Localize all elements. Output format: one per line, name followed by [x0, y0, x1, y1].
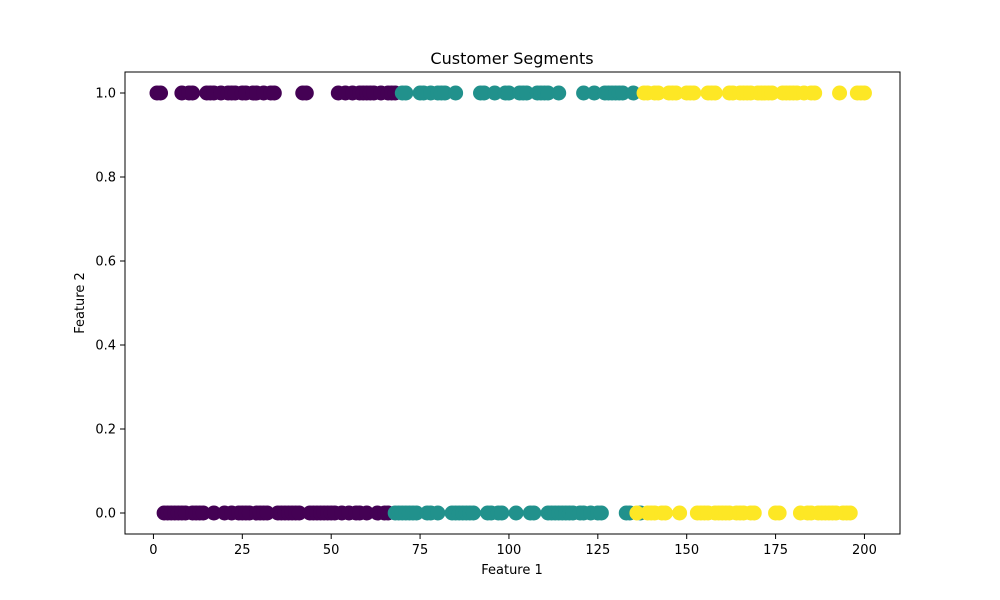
data-point [359, 505, 375, 521]
data-point [586, 85, 602, 101]
y-tick-label: 0.2 [95, 423, 116, 438]
data-point [398, 85, 414, 101]
x-tick-label: 125 [585, 543, 610, 558]
data-point [625, 85, 641, 101]
data-point [430, 505, 446, 521]
data-point [409, 505, 425, 521]
data-point [298, 85, 314, 101]
data-point [448, 85, 464, 101]
x-axis: 0 25 50 75 100 125 150 175 200 [149, 534, 877, 558]
data-point [501, 85, 517, 101]
y-tick-label: 0.6 [95, 255, 116, 270]
data-point [650, 85, 666, 101]
x-tick-label: 25 [234, 543, 251, 558]
data-point [540, 85, 556, 101]
data-point [629, 505, 645, 521]
data-point [195, 505, 211, 521]
data-point [842, 505, 858, 521]
data-point [576, 85, 592, 101]
x-tick-label: 200 [852, 543, 877, 558]
x-tick-label: 75 [412, 543, 429, 558]
x-axis-label: Feature 1 [481, 563, 543, 578]
data-point [476, 85, 492, 101]
x-tick-label: 0 [149, 543, 157, 558]
data-point [487, 85, 503, 101]
points-layer [149, 85, 872, 521]
data-point [291, 505, 307, 521]
data-point [206, 505, 222, 521]
data-point [764, 85, 780, 101]
data-point [832, 85, 848, 101]
plot-frame [124, 71, 901, 535]
data-point [746, 505, 762, 521]
chart-title: Customer Segments [430, 49, 593, 68]
y-axis: 0.0 0.2 0.4 0.6 0.8 1.0 [95, 87, 125, 522]
data-point [615, 85, 631, 101]
x-tick-label: 175 [763, 543, 788, 558]
data-point [259, 505, 275, 521]
y-tick-label: 1.0 [95, 87, 116, 102]
data-point [153, 85, 169, 101]
data-point [686, 85, 702, 101]
x-tick-label: 150 [674, 543, 699, 558]
y-tick-label: 0.0 [95, 507, 116, 522]
x-tick-label: 100 [497, 543, 522, 558]
data-point [668, 85, 684, 101]
data-point [856, 85, 872, 101]
data-point [266, 85, 282, 101]
data-point [657, 505, 673, 521]
data-point [593, 505, 609, 521]
data-point [551, 85, 567, 101]
data-point [185, 85, 201, 101]
data-point [807, 85, 823, 101]
data-point [519, 85, 535, 101]
data-point [707, 85, 723, 101]
data-point [508, 505, 524, 521]
y-tick-label: 0.8 [95, 171, 116, 186]
data-point [771, 505, 787, 521]
data-point [465, 505, 481, 521]
data-point [526, 505, 542, 521]
data-point [437, 85, 453, 101]
data-point [672, 505, 688, 521]
data-point [494, 505, 510, 521]
y-axis-label: Feature 2 [73, 272, 88, 334]
y-tick-label: 0.4 [95, 339, 116, 354]
x-tick-label: 50 [323, 543, 340, 558]
